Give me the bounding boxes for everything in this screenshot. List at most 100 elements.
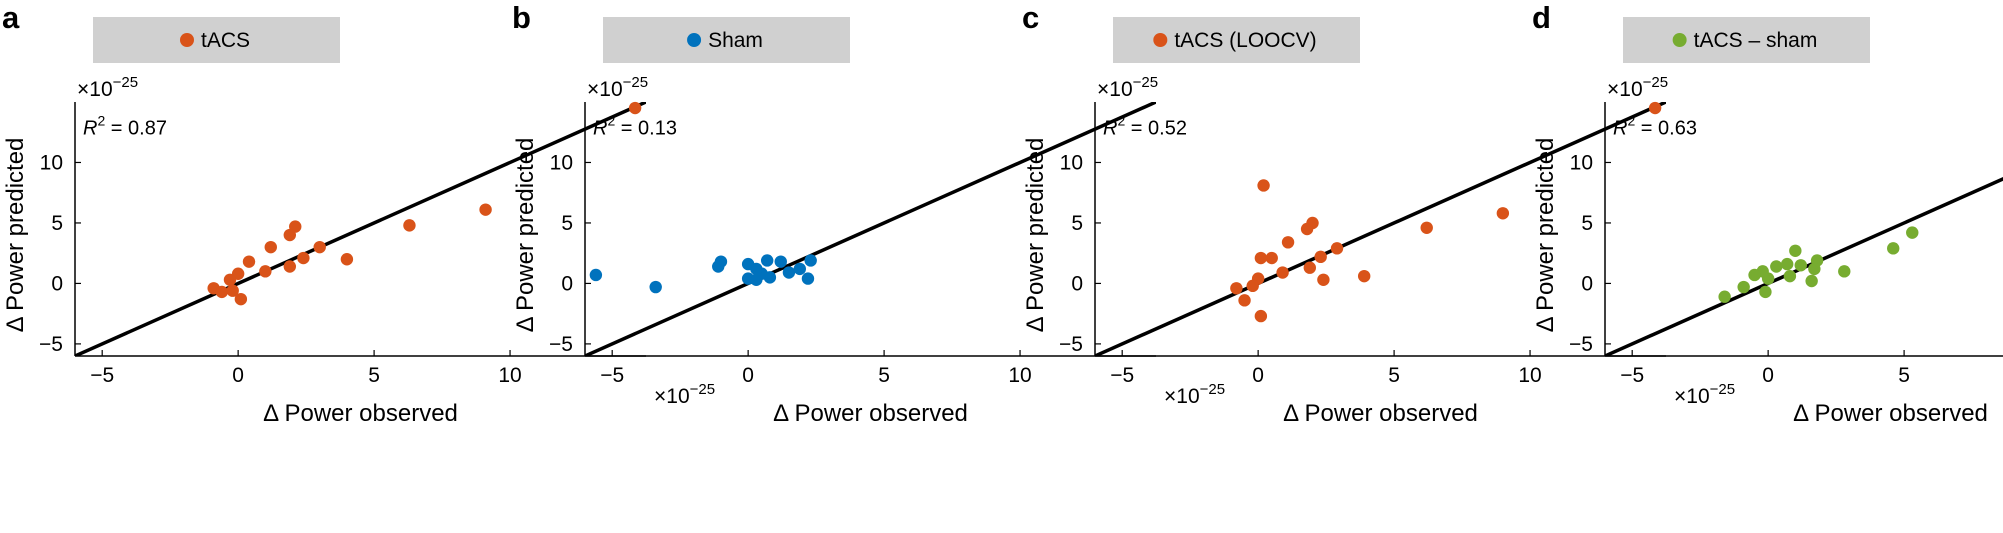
y-axis-label: Δ Power predicted (1532, 138, 1559, 333)
data-point (1357, 269, 1371, 283)
identity-line (1605, 177, 2003, 356)
title-box (93, 17, 340, 63)
legend-marker (179, 33, 194, 47)
y-tick-label: 10 (1570, 151, 1593, 174)
x-tick-label: −5 (1620, 364, 1644, 387)
y-tick-label: 0 (51, 272, 63, 295)
data-point (782, 266, 796, 279)
y-tick-label: 5 (1071, 212, 1083, 235)
x-tick-label: 0 (1252, 364, 1264, 387)
x-tick-label: 5 (878, 364, 890, 387)
data-point (479, 203, 492, 216)
panel-letter: b (512, 0, 531, 35)
data-point (649, 280, 662, 294)
data-point (628, 101, 642, 115)
data-point (1838, 265, 1851, 278)
y-tick-label: 5 (561, 212, 573, 235)
data-point (1303, 261, 1317, 274)
data-point (1783, 269, 1797, 283)
data-point (1648, 101, 1662, 115)
data-point (801, 272, 815, 285)
data-point (750, 262, 763, 276)
data-point (1761, 272, 1775, 285)
x-tick-label: 5 (1388, 364, 1400, 387)
data-point (1789, 244, 1802, 257)
data-point (1808, 262, 1821, 276)
panel-a: a tACS −5 0 5 10 −5 0 5 10 ×10−25 ×10−25 Δ Power obs… (2, 0, 715, 427)
legend-marker (687, 33, 702, 47)
data-point (1317, 273, 1330, 286)
x-tick-label: 5 (368, 364, 380, 387)
data-point (1759, 285, 1772, 299)
y-tick-label: 0 (561, 272, 573, 295)
x-tick-label: 10 (498, 364, 521, 387)
panel-title: Sham (708, 29, 763, 52)
data-point (1887, 242, 1900, 255)
data-point (297, 251, 310, 265)
y-tick-label: 10 (1060, 151, 1083, 174)
r-squared-label: R2 = 0.87 (83, 113, 167, 140)
y-tick-label: −5 (1569, 333, 1593, 356)
data-point (760, 254, 774, 267)
x-tick-label: 10 (1518, 364, 1541, 387)
data-point (1794, 259, 1807, 272)
panel-title: tACS (LOOCV) (1174, 29, 1316, 52)
data-point (313, 240, 326, 254)
y-tick-label: 5 (1581, 212, 1593, 235)
data-point (1238, 294, 1251, 307)
legend-marker (1153, 33, 1168, 47)
data-point (234, 292, 248, 306)
y-tick-label: 5 (51, 212, 63, 235)
legend-marker (1672, 33, 1687, 47)
panel-letter: a (2, 0, 20, 35)
y-exponent-label: ×10−25 (77, 74, 138, 101)
y-axis-label: Δ Power predicted (1022, 138, 1049, 333)
x-axis-label: Δ Power observed (1283, 400, 1478, 427)
y-axis-label: Δ Power predicted (2, 138, 29, 333)
data-point (215, 285, 229, 299)
data-point (589, 268, 603, 282)
data-point (1281, 236, 1295, 249)
panel-title: tACS – sham (1694, 29, 1818, 52)
data-point (804, 254, 817, 267)
data-point (1420, 221, 1433, 234)
data-point (340, 253, 354, 266)
data-point (793, 262, 807, 276)
data-point (1254, 251, 1268, 265)
x-exponent-label: ×10−25 (1674, 381, 1735, 408)
data-point (741, 272, 755, 285)
data-point (1257, 179, 1270, 192)
data-point (259, 265, 272, 278)
y-tick-label: −5 (39, 333, 63, 356)
data-point (242, 255, 256, 268)
x-exponent-label: ×10−25 (1164, 381, 1225, 408)
panel-letter: d (1532, 0, 1551, 35)
data-point (1254, 309, 1268, 323)
panel-title: tACS (201, 29, 250, 52)
y-tick-label: −5 (1059, 333, 1083, 356)
data-point (1906, 226, 1919, 239)
data-point (1314, 250, 1327, 264)
y-exponent-label: ×10−25 (587, 74, 648, 101)
data-point (1300, 222, 1314, 236)
identity-line (1095, 102, 1666, 356)
data-point (226, 284, 239, 297)
data-point (1265, 251, 1278, 265)
data-point (1330, 242, 1344, 255)
data-point (1748, 268, 1761, 282)
x-tick-label: 0 (1762, 364, 1774, 387)
x-exponent-label: ×10−25 (654, 381, 715, 408)
x-tick-label: 5 (1898, 364, 1910, 387)
panel-c: c tACS (LOOCV) −5 0 5 10 −5 0 5 10 ×10−25 ×10−25 Δ P… (1022, 0, 1735, 427)
r-squared-label: R2 = 0.63 (1613, 113, 1697, 140)
y-axis-label: Δ Power predicted (512, 138, 539, 333)
x-axis-label: Δ Power observed (263, 400, 458, 427)
y-tick-label: 10 (40, 151, 63, 174)
r-squared-label: R2 = 0.52 (1103, 113, 1187, 140)
data-point (1737, 280, 1750, 294)
data-point (264, 240, 277, 254)
data-point (763, 271, 777, 284)
data-point (1230, 282, 1243, 295)
